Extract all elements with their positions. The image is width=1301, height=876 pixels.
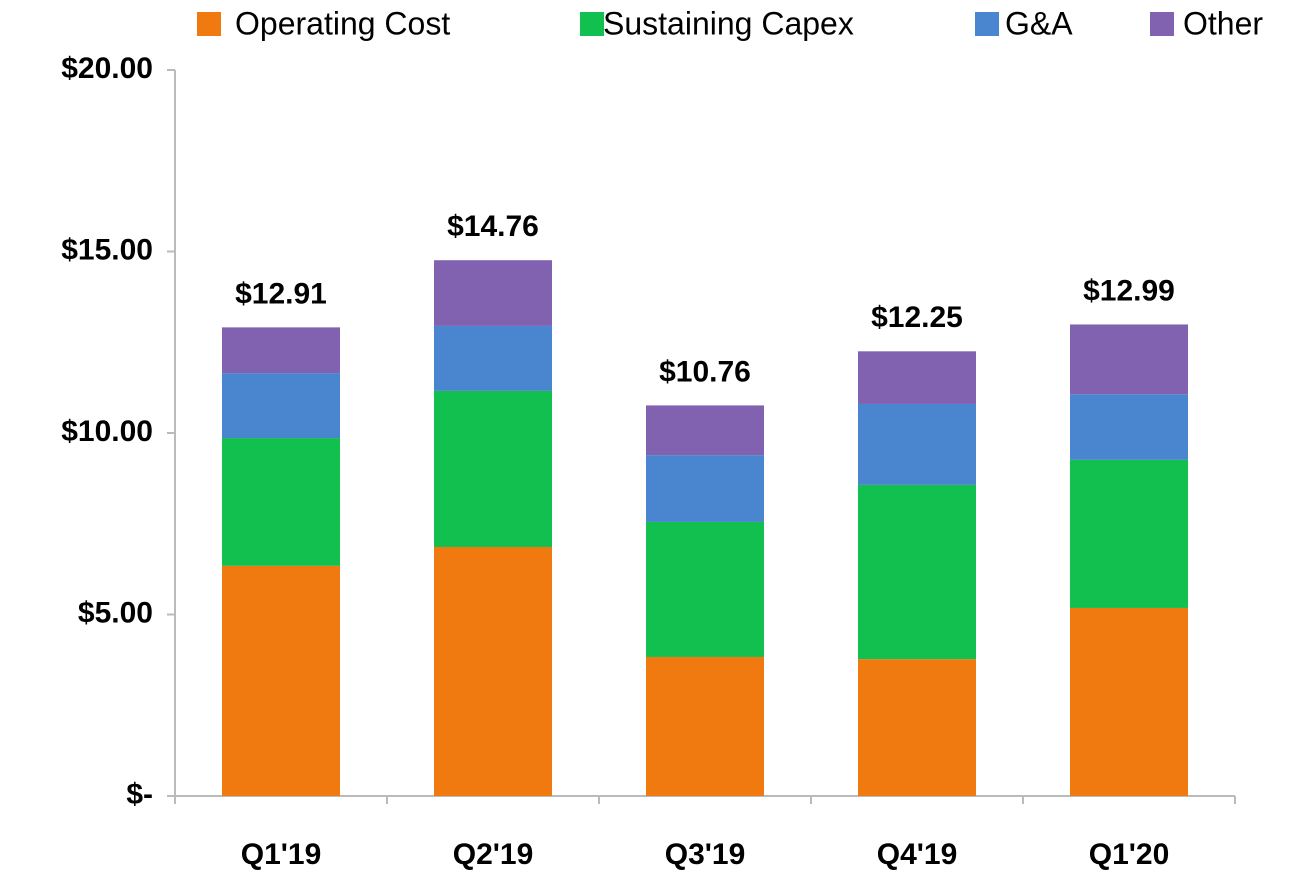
bar-segment xyxy=(222,565,340,796)
bar-segment xyxy=(858,484,976,660)
x-tick-label: Q1'19 xyxy=(241,838,322,871)
bar-segment xyxy=(434,325,552,391)
bar-segment xyxy=(646,656,764,796)
bar-segment xyxy=(1070,324,1188,395)
legend-swatch xyxy=(975,12,999,36)
bar-segment xyxy=(1070,607,1188,796)
bar-segment xyxy=(858,403,976,485)
x-tick-label: Q3'19 xyxy=(665,838,746,871)
y-tick-label: $10.00 xyxy=(61,415,153,448)
x-tick-label: Q2'19 xyxy=(453,838,534,871)
x-tick-label: Q1'20 xyxy=(1089,838,1170,871)
x-tick-label: Q4'19 xyxy=(877,838,958,871)
legend-label: Operating Cost xyxy=(235,5,450,41)
bar-segment xyxy=(646,521,764,657)
y-tick-label: $- xyxy=(126,778,153,811)
legend-label: Other xyxy=(1183,5,1263,41)
legend-swatch xyxy=(580,12,604,36)
bar-segment xyxy=(858,351,976,404)
y-tick-label: $20.00 xyxy=(61,52,153,85)
bar-segment xyxy=(434,390,552,547)
bar-segment xyxy=(434,546,552,796)
legend-label: Sustaining Capex xyxy=(603,5,854,41)
bar-segment xyxy=(222,327,340,374)
legend-swatch xyxy=(197,12,221,36)
total-label: $12.91 xyxy=(235,277,327,310)
bar-segment xyxy=(858,659,976,796)
bar-segment xyxy=(434,260,552,326)
total-label: $12.99 xyxy=(1083,274,1175,307)
bar-segment xyxy=(222,438,340,566)
total-label: $10.76 xyxy=(659,355,751,388)
total-label: $14.76 xyxy=(447,210,539,243)
bar-segment xyxy=(222,373,340,439)
total-label: $12.25 xyxy=(871,301,963,334)
y-tick-label: $15.00 xyxy=(61,233,153,266)
bar-segment xyxy=(1070,394,1188,460)
bar-segment xyxy=(646,455,764,522)
legend-label: G&A xyxy=(1005,5,1073,41)
bar-segment xyxy=(646,405,764,456)
bar-segment xyxy=(1070,459,1188,608)
legend-swatch xyxy=(1150,12,1174,36)
y-tick-label: $5.00 xyxy=(78,596,153,629)
